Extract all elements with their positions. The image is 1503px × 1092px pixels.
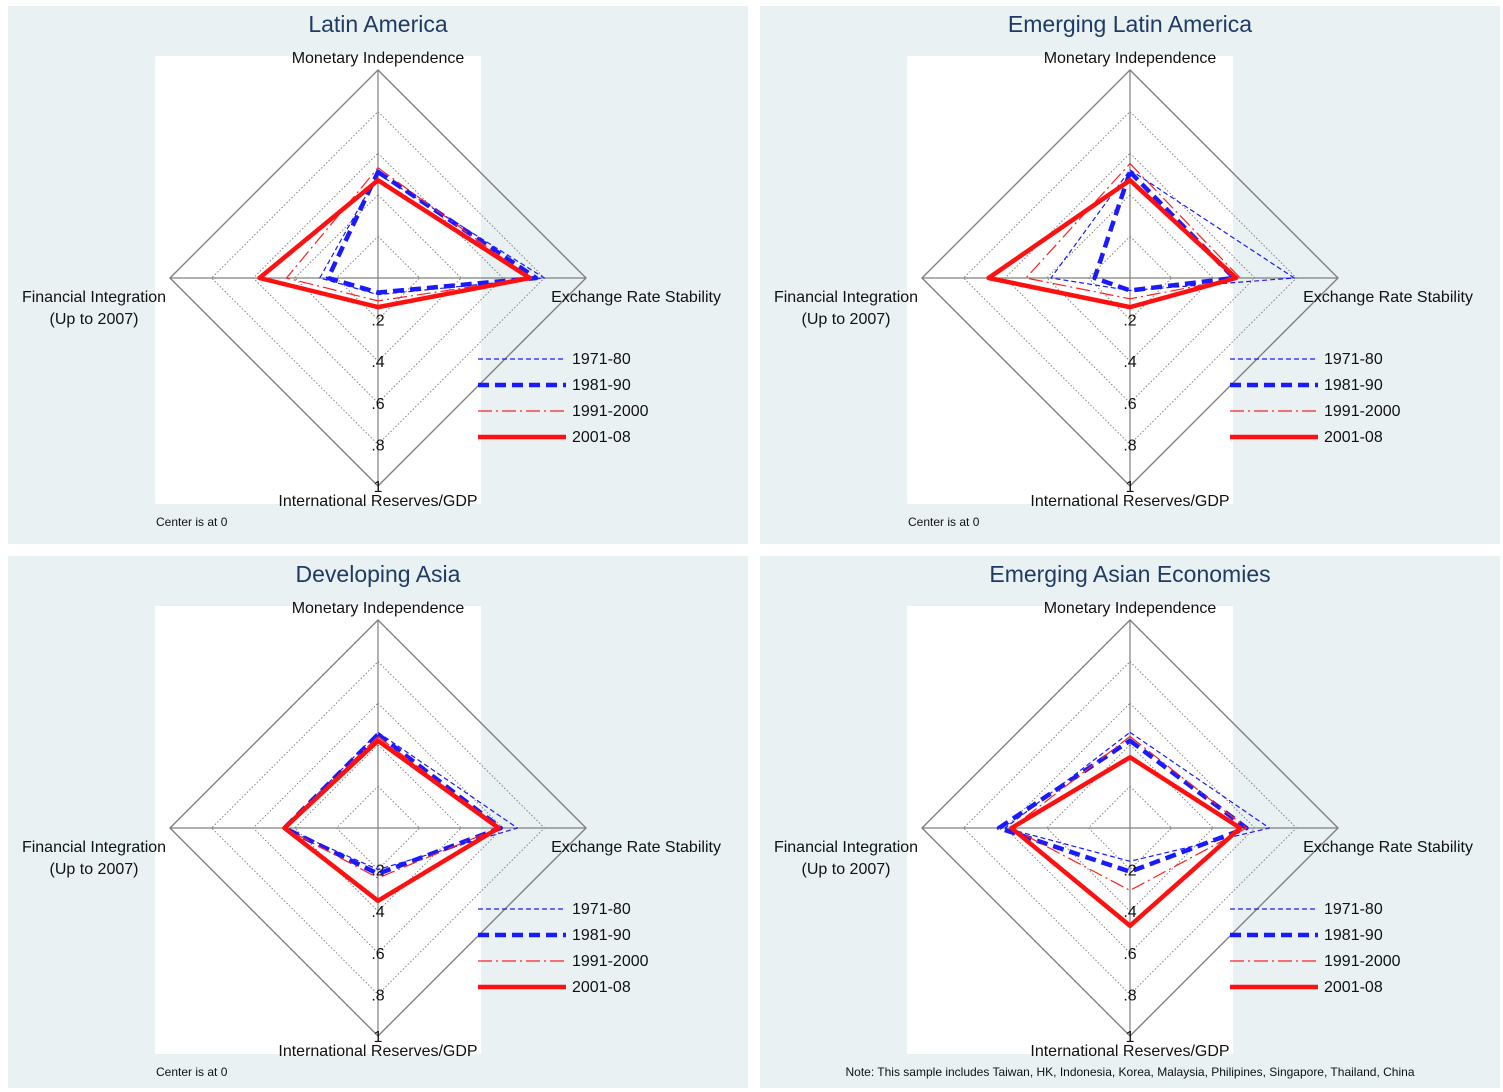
legend-label: 1991-2000 bbox=[1324, 953, 1401, 970]
tick-label: .4 bbox=[371, 904, 384, 921]
series-polygon-2001-08 bbox=[1009, 755, 1243, 929]
tick-label: .2 bbox=[371, 313, 384, 330]
radar-chart-emerging-latin-america: .2 .4 .6 .8 1 Emerging Latin America Monetary … bbox=[774, 11, 1473, 529]
axis-label-left: Financial Integration (Up to 2007) bbox=[22, 289, 166, 328]
tick-label: .8 bbox=[1123, 437, 1136, 454]
tick-label: .2 bbox=[371, 863, 384, 880]
legend-label: 1981-90 bbox=[572, 927, 631, 944]
legend-label: 1971-80 bbox=[1324, 351, 1383, 368]
tick-label: 1 bbox=[1126, 479, 1135, 496]
legend-label: 2001-08 bbox=[1324, 979, 1383, 996]
grid-ring bbox=[1087, 235, 1173, 321]
tick-label: .8 bbox=[1123, 987, 1136, 1004]
legend-label: 1971-80 bbox=[572, 351, 631, 368]
axis-label-bottom: International Reserves/GDP bbox=[1030, 493, 1229, 510]
grid-ring bbox=[210, 110, 546, 446]
series-polygon-2001-08 bbox=[257, 177, 533, 310]
series-polygon-1971-80 bbox=[283, 731, 518, 871]
panel-emerging-asian-economies: .2 .4 .6 .8 1 Emerging Asian Economies Monetar… bbox=[760, 556, 1500, 1088]
legend-label: 2001-08 bbox=[1324, 429, 1383, 446]
legend-label: 1981-90 bbox=[1324, 377, 1383, 394]
axis-label-top: Monetary Independence bbox=[1044, 50, 1217, 67]
tick-label: .4 bbox=[1123, 904, 1136, 921]
chart-note: Center is at 0 bbox=[908, 515, 980, 529]
grid-ring bbox=[252, 702, 504, 954]
grid-ring bbox=[1087, 785, 1173, 871]
axis-label-left: Financial Integration (Up to 2007) bbox=[774, 289, 918, 328]
axis-label-right: Exchange Rate Stability bbox=[551, 839, 721, 856]
chart-title: Latin America bbox=[308, 11, 448, 37]
legend-label: 1971-80 bbox=[1324, 901, 1383, 918]
series-polygon-1991-2000 bbox=[285, 167, 531, 302]
tick-label: 1 bbox=[374, 479, 383, 496]
radar-chart-latin-america: .2 .4 .6 .8 1 Latin America Monetary Independe… bbox=[22, 11, 721, 529]
chart-note: Center is at 0 bbox=[156, 1065, 228, 1079]
chart-title: Developing Asia bbox=[296, 561, 461, 587]
tick-label: .4 bbox=[371, 354, 384, 371]
legend-label: 1971-80 bbox=[572, 901, 631, 918]
tick-label: 1 bbox=[374, 1029, 383, 1046]
chart-title: Emerging Asian Economies bbox=[989, 561, 1270, 587]
legend-label: 1991-2000 bbox=[1324, 403, 1401, 420]
tick-label: .6 bbox=[371, 946, 384, 963]
grid-ring bbox=[252, 152, 504, 404]
legend-label: 1981-90 bbox=[1324, 927, 1383, 944]
tick-label: .4 bbox=[1123, 354, 1136, 371]
axis-label-top: Monetary Independence bbox=[292, 50, 465, 67]
axis-label-bottom: International Reserves/GDP bbox=[1030, 1043, 1229, 1060]
axis-label-left: Financial Integration (Up to 2007) bbox=[774, 839, 918, 878]
series-polygon-1971-80 bbox=[1050, 169, 1295, 292]
grid-ring bbox=[1004, 702, 1256, 954]
tick-label: .2 bbox=[1123, 313, 1136, 330]
series-polygon-1981-90 bbox=[996, 738, 1249, 874]
axis-label-right: Exchange Rate Stability bbox=[1303, 839, 1473, 856]
panel-emerging-latin-america: .2 .4 .6 .8 1 Emerging Latin America Monetary … bbox=[760, 6, 1500, 544]
series-polygon-1971-80 bbox=[1004, 731, 1270, 862]
radar-chart-developing-asia: .2 .4 .6 .8 1 Developing Asia Monetary Indepen… bbox=[22, 561, 721, 1079]
legend-label: 2001-08 bbox=[572, 979, 631, 996]
grid-ring bbox=[335, 235, 421, 321]
legend-label: 2001-08 bbox=[572, 429, 631, 446]
axis-label-right: Exchange Rate Stability bbox=[551, 289, 721, 306]
series-polygon-1991-2000 bbox=[1010, 735, 1248, 891]
tick-label: .8 bbox=[371, 987, 384, 1004]
chart-title: Emerging Latin America bbox=[1008, 11, 1252, 37]
axis-label-top: Monetary Independence bbox=[292, 600, 465, 617]
radar-chart-emerging-asian-economies: .2 .4 .6 .8 1 Emerging Asian Economies Monetar… bbox=[774, 561, 1473, 1079]
grid-ring bbox=[962, 660, 1298, 996]
axis-label-top: Monetary Independence bbox=[1044, 600, 1217, 617]
series-polygon-1981-90 bbox=[325, 169, 539, 295]
series-polygon-2001-08 bbox=[986, 177, 1239, 310]
series-polygon-2001-08 bbox=[282, 738, 501, 904]
legend-label: 1981-90 bbox=[572, 377, 631, 394]
panel-latin-america: .2 .4 .6 .8 1 Latin America Monetary Independe… bbox=[8, 6, 748, 544]
tick-label: .8 bbox=[371, 437, 384, 454]
panel-developing-asia: .2 .4 .6 .8 1 Developing Asia Monetary Indepen… bbox=[8, 556, 748, 1088]
tick-label: .6 bbox=[371, 396, 384, 413]
grid-ring bbox=[335, 785, 421, 871]
axis-label-bottom: International Reserves/GDP bbox=[278, 493, 477, 510]
tick-label: 1 bbox=[1126, 1029, 1135, 1046]
axis-label-right: Exchange Rate Stability bbox=[1303, 289, 1473, 306]
tick-label: .2 bbox=[1123, 863, 1136, 880]
chart-note: Note: This sample includes Taiwan, HK, I… bbox=[846, 1065, 1415, 1079]
axis-label-left: Financial Integration (Up to 2007) bbox=[22, 839, 166, 878]
legend-label: 1991-2000 bbox=[572, 953, 649, 970]
grid-ring bbox=[210, 660, 546, 996]
series-polygon-1991-2000 bbox=[1025, 163, 1241, 300]
grid-ring bbox=[962, 110, 1298, 446]
legend-label: 1991-2000 bbox=[572, 403, 649, 420]
series-polygon-1981-90 bbox=[1092, 169, 1237, 293]
axis-label-bottom: International Reserves/GDP bbox=[278, 1043, 477, 1060]
tick-label: .6 bbox=[1123, 396, 1136, 413]
tick-label: .6 bbox=[1123, 946, 1136, 963]
chart-note: Center is at 0 bbox=[156, 515, 228, 529]
